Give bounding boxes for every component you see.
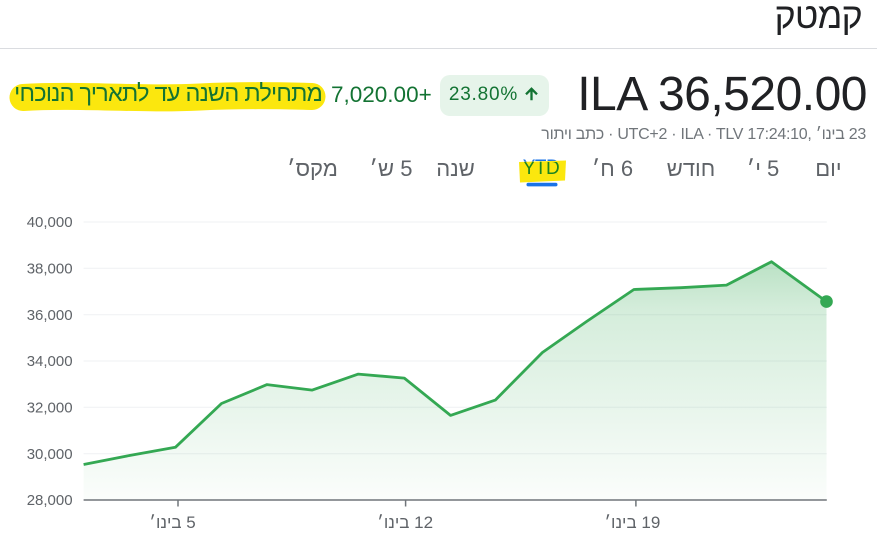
svg-text:32,000: 32,000 <box>27 400 73 417</box>
svg-text:36,000: 36,000 <box>27 307 73 324</box>
svg-text:30,000: 30,000 <box>27 446 73 463</box>
svg-text:40,000: 40,000 <box>27 214 73 231</box>
svg-text:19 בינו׳: 19 בינו׳ <box>604 513 660 532</box>
svg-text:28,000: 28,000 <box>27 492 73 509</box>
svg-text:34,000: 34,000 <box>27 353 73 370</box>
svg-text:38,000: 38,000 <box>27 261 73 278</box>
svg-text:5 בינו׳: 5 בינו׳ <box>149 513 195 532</box>
svg-text:12 בינו׳: 12 בינו׳ <box>377 513 433 532</box>
